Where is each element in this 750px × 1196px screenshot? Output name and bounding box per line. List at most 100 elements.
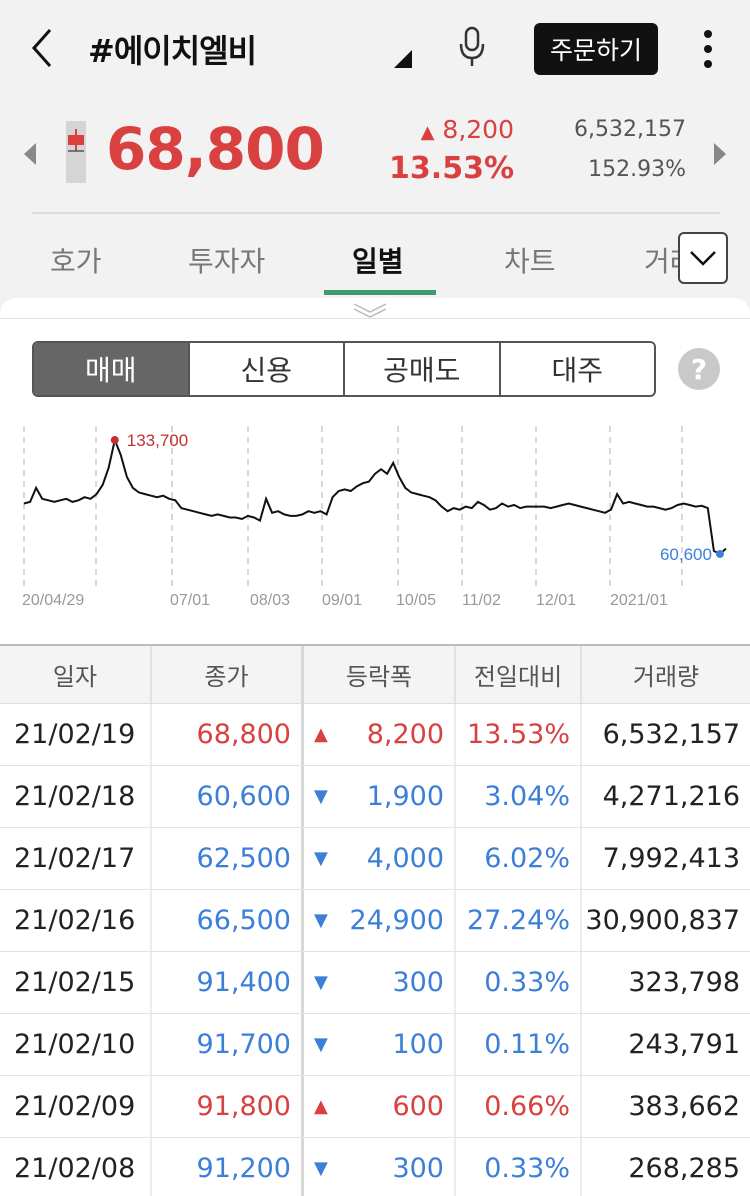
max-value-label: 133,700 — [127, 431, 188, 450]
up-triangle-icon: ▲ — [314, 724, 328, 745]
row-change-value: 4,000 — [366, 843, 444, 874]
segment-credit[interactable]: 신용 — [189, 343, 345, 395]
price-series-line — [23, 436, 727, 556]
volume-ratio: 152.93% — [588, 157, 686, 182]
row-close: 68,800 — [152, 704, 304, 765]
x-tick-label: 2021/01 — [610, 592, 668, 609]
row-change: ▼ 24,900 — [304, 890, 456, 951]
more-options-icon[interactable] — [696, 26, 720, 72]
x-tick-label: 10/05 — [396, 592, 436, 609]
row-date: 21/02/19 — [0, 704, 152, 765]
min-value-label: 60,600 — [660, 545, 712, 564]
price-change-value: 8,200 — [442, 115, 514, 144]
microphone-icon[interactable] — [456, 26, 488, 68]
down-triangle-icon: ▼ — [314, 848, 328, 869]
row-change-value: 1,900 — [366, 781, 444, 812]
previous-stock-icon[interactable] — [22, 143, 40, 165]
header-date: 일자 — [0, 646, 152, 703]
down-triangle-icon: ▼ — [314, 786, 328, 807]
row-change-pct: 0.11% — [456, 1014, 582, 1075]
row-date: 21/02/16 — [0, 890, 152, 951]
table-body: 21/02/19 68,800 ▲ 8,200 13.53% 6,532,157 21/02… — [0, 704, 750, 1196]
header-change: 등락폭 — [304, 646, 456, 703]
header-change-pct: 전일대비 — [456, 646, 582, 703]
table-header: 일자 종가 등락폭 전일대비 거래량 — [0, 644, 750, 704]
row-change-pct: 13.53% — [456, 704, 582, 765]
header-close: 종가 — [152, 646, 304, 703]
x-tick-label: 11/02 — [462, 592, 501, 609]
row-change: ▼ 4,000 — [304, 828, 456, 889]
tab-investors[interactable]: 투자자 — [188, 245, 266, 278]
segment-control: 매매 신용 공매도 대주 — [32, 341, 656, 397]
header-volume: 거래량 — [632, 663, 700, 691]
down-triangle-icon: ▼ — [314, 910, 328, 931]
tab-bar: 호가 투자자 일별 차트 거래 — [0, 226, 750, 296]
row-volume: 6,532,157 — [602, 719, 740, 750]
table-row[interactable]: 21/02/10 91,700 ▼ 100 0.11% 243,791 — [0, 1014, 750, 1076]
daily-table: 일자 종가 등락폭 전일대비 거래량 21/02/19 68,800 ▲ 8,200 1… — [0, 644, 750, 1196]
row-change-value: 100 — [392, 1029, 444, 1060]
table-row[interactable]: 21/02/17 62,500 ▼ 4,000 6.02% 7,992,413 — [0, 828, 750, 890]
help-icon[interactable]: ? — [678, 348, 720, 390]
stock-title[interactable]: #에이치엘비 — [88, 32, 257, 70]
order-button[interactable]: 주문하기 — [534, 23, 658, 75]
down-triangle-icon: ▼ — [314, 1034, 328, 1055]
table-row[interactable]: 21/02/08 91,200 ▼ 300 0.33% 268,285 — [0, 1138, 750, 1196]
next-stock-icon[interactable] — [710, 143, 728, 165]
price-change-percent: 13.53% — [389, 151, 514, 186]
row-change-pct: 3.04% — [456, 766, 582, 827]
row-change-value: 24,900 — [349, 905, 444, 936]
row-change-pct: 0.33% — [456, 1138, 582, 1196]
chevron-down-icon — [690, 251, 716, 266]
row-change-pct: 6.02% — [456, 828, 582, 889]
row-close: 91,200 — [152, 1138, 304, 1196]
row-change-value: 600 — [392, 1091, 444, 1122]
table-row[interactable]: 21/02/09 91,800 ▲ 600 0.66% 383,662 — [0, 1076, 750, 1138]
caret-down-icon[interactable] — [394, 50, 412, 68]
tab-order-book[interactable]: 호가 — [50, 245, 102, 278]
row-volume: 4,271,216 — [602, 781, 740, 812]
segment-stock-lending[interactable]: 대주 — [500, 343, 654, 395]
up-triangle-icon: ▲ — [314, 1096, 328, 1117]
price-summary: 68,800 ▲ 8,200 13.53% 6,532,157 152.93% — [0, 95, 750, 220]
row-change: ▲ 600 — [304, 1076, 456, 1137]
row-close: 91,800 — [152, 1076, 304, 1137]
x-tick-label: 12/01 — [536, 592, 576, 609]
row-date: 21/02/08 — [0, 1138, 152, 1196]
table-row[interactable]: 21/02/19 68,800 ▲ 8,200 13.53% 6,532,157 — [0, 704, 750, 766]
tab-menu-button[interactable] — [678, 232, 728, 284]
segment-short-selling[interactable]: 공매도 — [345, 343, 501, 395]
row-close: 66,500 — [152, 890, 304, 951]
row-date: 21/02/09 — [0, 1076, 152, 1137]
panel-divider — [0, 318, 750, 319]
top-bar: #에이치엘비 주문하기 — [0, 0, 750, 95]
table-row[interactable]: 21/02/15 91,400 ▼ 300 0.33% 323,798 — [0, 952, 750, 1014]
row-change-pct: 0.66% — [456, 1076, 582, 1137]
row-close: 91,700 — [152, 1014, 304, 1075]
tab-daily[interactable]: 일별 — [352, 245, 404, 278]
row-change-value: 300 — [392, 967, 444, 998]
x-tick-label: 20/04/29 — [22, 592, 84, 609]
row-change: ▲ 8,200 — [304, 704, 456, 765]
tab-chart[interactable]: 차트 — [504, 245, 556, 278]
drag-handle-icon[interactable] — [352, 300, 388, 320]
row-change-value: 8,200 — [366, 719, 444, 750]
row-change-pct: 27.24% — [456, 890, 582, 951]
row-volume: 383,662 — [628, 1091, 740, 1122]
row-date: 21/02/17 — [0, 828, 152, 889]
table-row[interactable]: 21/02/18 60,600 ▼ 1,900 3.04% 4,271,216 — [0, 766, 750, 828]
row-volume: 268,285 — [628, 1153, 740, 1184]
row-date: 21/02/18 — [0, 766, 152, 827]
row-change: ▼ 300 — [304, 952, 456, 1013]
price-change: ▲ 8,200 — [421, 115, 514, 144]
table-row[interactable]: 21/02/16 66,500 ▼ 24,900 27.24% 30,900,837 — [0, 890, 750, 952]
row-close: 60,600 — [152, 766, 304, 827]
back-arrow-icon[interactable] — [24, 26, 64, 70]
active-tab-indicator — [324, 290, 436, 295]
segment-trade[interactable]: 매매 — [34, 343, 190, 395]
row-date: 21/02/10 — [0, 1014, 152, 1075]
daily-panel: 매매 신용 공매도 대주 ? 20/04/29 07/01 08/03 09/01 10… — [0, 298, 750, 1196]
price-line-chart: 20/04/29 07/01 08/03 09/01 10/05 11/02 12/01 20… — [22, 426, 727, 609]
row-volume: 7,992,413 — [602, 843, 740, 874]
row-volume: 243,791 — [628, 1029, 740, 1060]
